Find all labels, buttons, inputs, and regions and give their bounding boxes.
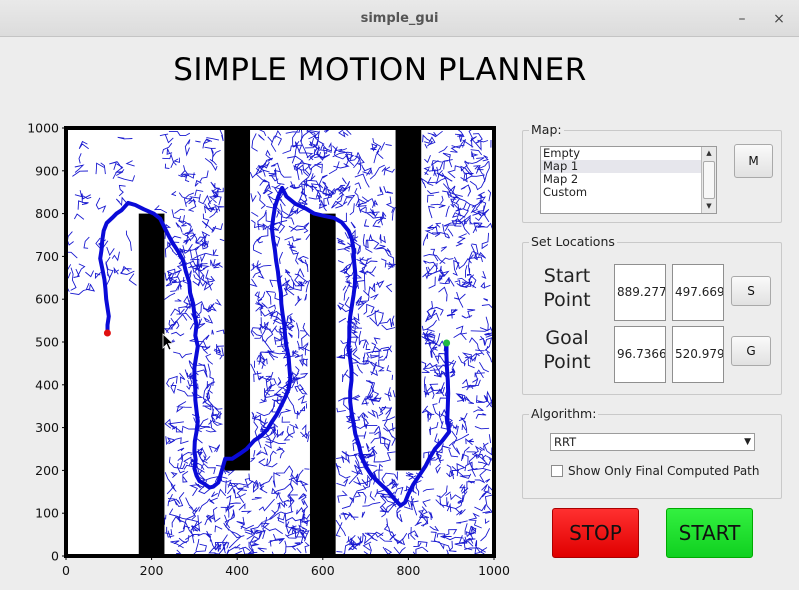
obstacle-wall [138, 213, 165, 556]
chevron-down-icon: ▼ [744, 437, 751, 447]
algorithm-group-label: Algorithm: [529, 406, 599, 421]
page-title: SIMPLE MOTION PLANNER [173, 52, 587, 88]
start-point-label: Start Point [532, 264, 602, 312]
goal-point-label: Goal Point [532, 326, 602, 374]
x-tick-label: 800 [396, 563, 420, 578]
motion-planning-plot[interactable]: 0 200 400 600 800 1000 0 100 200 300 400 500 600 700 8… [0, 110, 515, 585]
show-final-path-label: Show Only Final Computed Path [568, 464, 760, 478]
start-y-input[interactable]: 497.669 [672, 264, 724, 321]
locations-group-label: Set Locations [529, 234, 617, 249]
x-tick-label: 400 [225, 563, 249, 578]
obstacle-wall [309, 213, 336, 556]
y-tick-label: 600 [35, 292, 59, 307]
set-start-button[interactable]: S [731, 276, 771, 306]
mouse-cursor-icon [162, 333, 175, 351]
y-tick-label: 800 [35, 206, 59, 221]
locations-group: Set Locations [522, 234, 782, 395]
goal-point-marker [103, 329, 111, 337]
scroll-up-arrow-icon[interactable]: ▲ [706, 149, 712, 157]
y-tick-label: 900 [35, 163, 59, 178]
goal-label-line1: Goal [545, 327, 589, 349]
algorithm-select[interactable]: RRT ▼ [550, 433, 755, 451]
close-button[interactable]: × [773, 11, 785, 27]
y-tick-label: 400 [35, 377, 59, 392]
y-tick-label: 0 [51, 549, 59, 564]
start-point-marker [443, 339, 451, 347]
stop-button[interactable]: STOP [552, 508, 639, 558]
start-label-line2: Point [543, 289, 591, 311]
map-group: Map: [522, 122, 782, 223]
y-tick-label: 100 [35, 506, 59, 521]
set-goal-button[interactable]: G [731, 336, 771, 366]
goal-y-input[interactable]: 520.979 [672, 326, 724, 383]
y-tick-label: 300 [35, 420, 59, 435]
algorithm-selected-value: RRT [554, 435, 577, 449]
map-option[interactable]: Custom [543, 185, 588, 199]
y-tick-label: 200 [35, 463, 59, 478]
start-x-input[interactable]: 889.277 [614, 264, 666, 321]
x-tick-label: 0 [62, 563, 70, 578]
y-tick-label: 1000 [27, 121, 59, 136]
y-tick-label: 500 [35, 335, 59, 350]
x-tick-label: 200 [140, 563, 164, 578]
map-option[interactable]: Map 1 [541, 160, 703, 173]
map-option[interactable]: Map 2 [543, 172, 579, 186]
map-group-label: Map: [529, 122, 564, 137]
start-label-line1: Start [543, 265, 591, 287]
goal-label-line2: Point [543, 351, 591, 373]
start-button[interactable]: START [666, 508, 753, 558]
scrollbar-thumb[interactable] [703, 161, 715, 199]
window-title: simple_gui [360, 11, 439, 26]
title-bar: simple_gui – × [0, 0, 799, 37]
algorithm-group: Algorithm: [522, 406, 782, 499]
obstacle-wall [395, 128, 422, 471]
goal-x-input[interactable]: 96.7366 [614, 326, 666, 383]
x-tick-label: 600 [311, 563, 335, 578]
obstacle-wall [224, 128, 251, 471]
final-path-line [98, 185, 452, 508]
map-listbox[interactable]: Empty Map 1 Map 2 Custom ▲ ▼ [540, 146, 717, 214]
rrt-tree-edges [66, 127, 494, 558]
y-tick-label: 700 [35, 249, 59, 264]
show-final-path-checkbox[interactable] [551, 465, 563, 477]
map-button[interactable]: M [734, 144, 773, 178]
map-list-scrollbar[interactable]: ▲ ▼ [701, 147, 716, 213]
x-tick-label: 1000 [478, 563, 510, 578]
scroll-down-arrow-icon[interactable]: ▼ [706, 202, 712, 210]
minimize-button[interactable]: – [738, 11, 746, 27]
map-option[interactable]: Empty [543, 146, 581, 160]
